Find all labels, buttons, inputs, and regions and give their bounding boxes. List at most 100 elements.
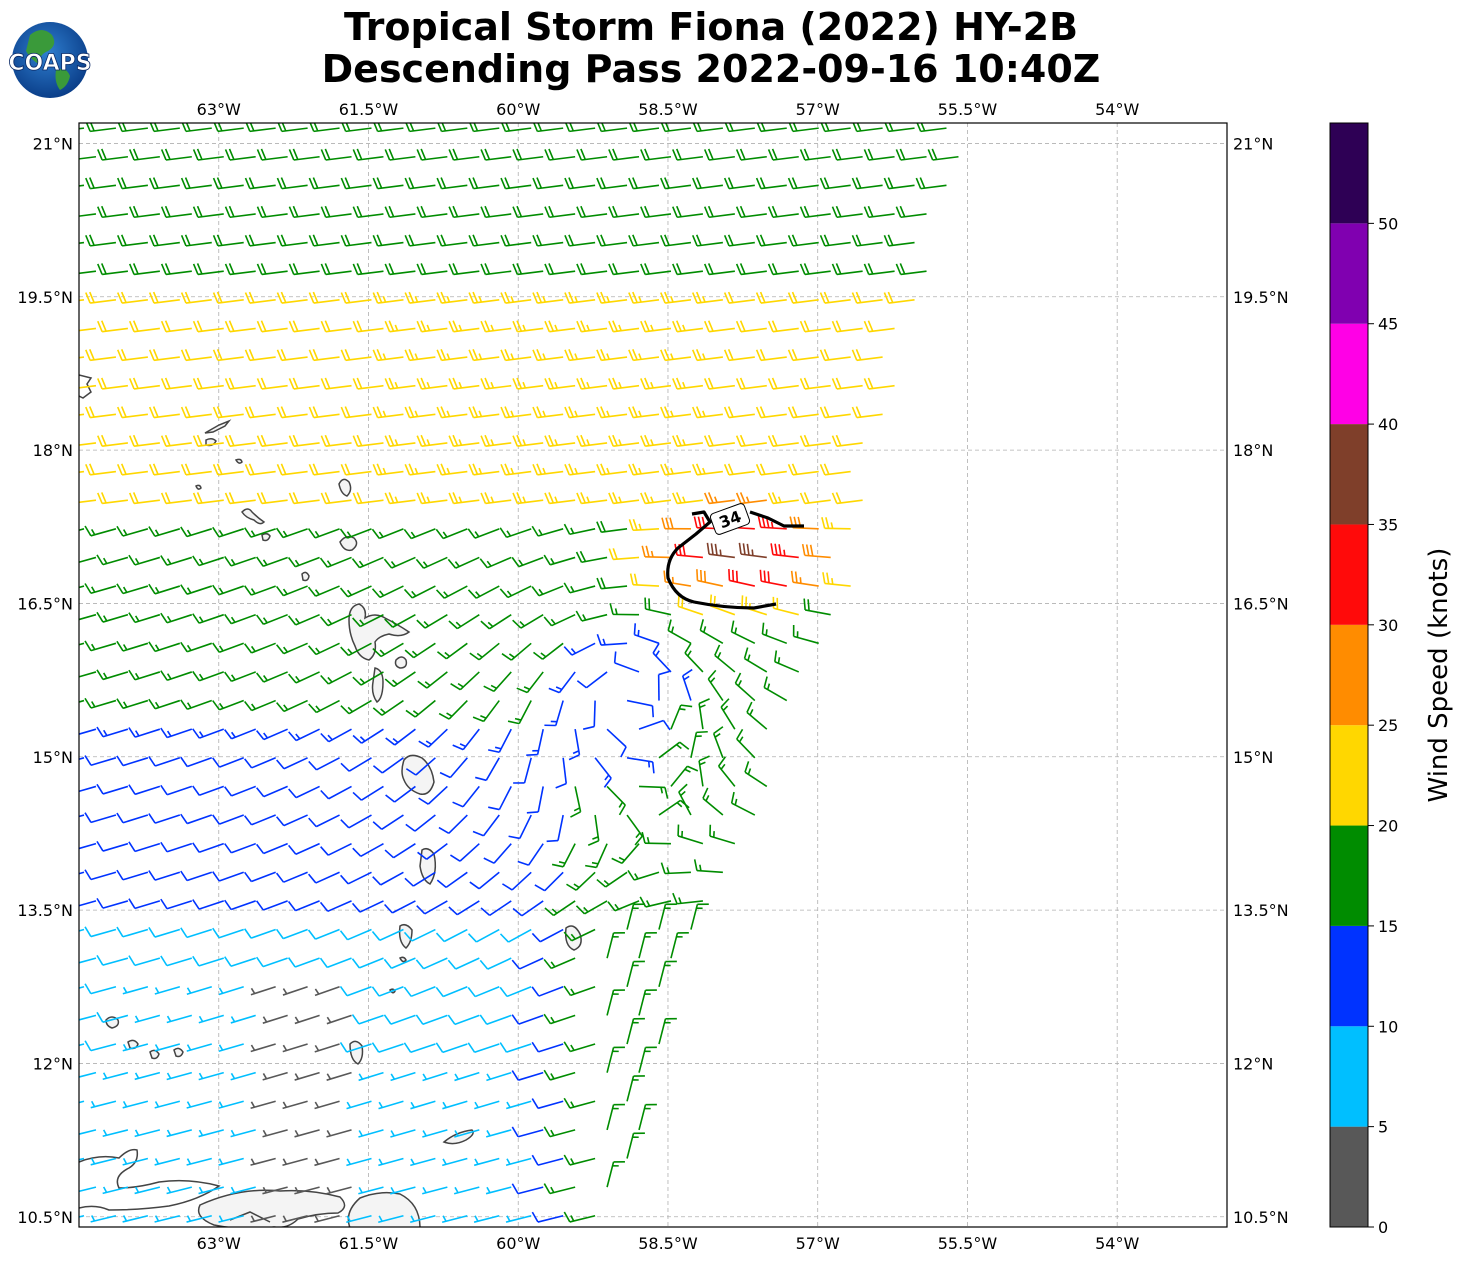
wind-barb [276,234,308,247]
wind-barb [352,205,384,219]
wind-barb [405,757,436,776]
wind-barb [452,785,480,808]
wind-barb [116,926,149,938]
wind-barb [660,862,691,875]
wind-barb [218,1043,244,1053]
wind-barb [79,1186,97,1193]
wind-barb [703,148,735,161]
island-bequia [398,956,407,963]
wind-barb [454,1071,480,1082]
wind-barb [723,463,755,476]
wind-barb [883,291,915,304]
wind-barb [192,320,224,333]
wind-barb [308,642,340,656]
wind-barb [563,1041,596,1053]
wind-barb [831,492,863,505]
wind-barb [79,1043,85,1047]
wind-barb [134,1071,161,1081]
wind-barb [467,1042,500,1054]
wind-barb [403,1042,436,1054]
wind-barb [772,596,799,616]
wind-barb [166,1071,193,1081]
wind-barb [436,642,468,660]
colorbar-segments [1330,123,1368,1227]
wind-barb [244,291,276,304]
wind-barb [507,700,532,725]
wind-barb [256,263,288,276]
wind-barb [703,434,735,448]
wind-barb [308,814,340,828]
wind-barb [863,263,895,276]
wind-barb [657,670,670,701]
lat-tick-label-left: 12°N [33,1054,73,1073]
wind-barb [543,1069,576,1081]
wind-barb [799,148,831,161]
wind-barb [596,123,628,133]
wind-barb [128,898,161,910]
wind-barb [275,871,308,883]
wind-barb [660,349,692,362]
wind-barb [757,515,787,530]
wind-barb [320,377,352,390]
wind-barb [341,123,372,133]
colorbar-tick-label: 45 [1378,315,1398,334]
wind-barb [512,320,544,333]
wind-barb [243,585,276,596]
wind-barb [96,783,129,795]
wind-barb [160,148,192,161]
wind-barb [79,213,97,217]
wind-barb [90,1157,117,1166]
wind-barb [702,787,724,816]
wind-barb [244,234,276,247]
wind-barb [658,903,677,930]
logo-text: COAPS [8,51,91,76]
wind-barb [735,492,767,505]
wind-barb [97,205,129,219]
wind-barb [803,598,831,616]
wind-barb [596,177,628,190]
wind-barb [566,871,596,891]
wind-barb [224,899,256,911]
wind-barb [606,785,626,816]
wind-barb [447,556,480,569]
wind-barb [160,205,192,219]
wind-barb [128,955,161,967]
wind-barb [97,320,129,333]
colorbar-tick-label: 0 [1378,1218,1388,1237]
wind-barb [96,669,129,681]
wind-barb [212,814,244,825]
wind-barb [122,1043,149,1052]
wind-barb [544,377,576,390]
wind-barb [799,434,831,448]
wind-barb [192,205,224,219]
wind-barb [606,989,625,1016]
wind-barb [160,670,193,681]
wind-barb [372,291,404,304]
wind-barb [468,406,500,419]
wind-barb [691,291,723,304]
wind-barb [531,1154,564,1166]
wind-barb [787,349,819,362]
wind-barb [84,869,117,881]
wind-barb [212,584,244,596]
wind-barb [606,1046,625,1073]
contour-34kt: 34 [666,503,804,610]
island-saba [195,484,202,490]
wind-barb [699,619,724,645]
wind-barb [628,349,660,362]
wind-barb [531,585,564,597]
wind-barb [606,728,627,758]
wind-barb [755,291,787,304]
wind-barb [703,205,735,219]
lon-tick-label-bottom: 54°W [1095,1234,1139,1253]
wind-barb [626,1017,645,1045]
wind-barb [160,955,193,967]
wind-barb [640,492,672,505]
wind-barb [371,1042,404,1053]
wind-barb [352,785,384,801]
wind-barb [472,814,500,837]
wind-barb [831,148,863,161]
wind-barb [735,148,767,161]
lon-tick-label-top: 54°W [1095,100,1139,119]
contour-label-box [709,503,751,535]
